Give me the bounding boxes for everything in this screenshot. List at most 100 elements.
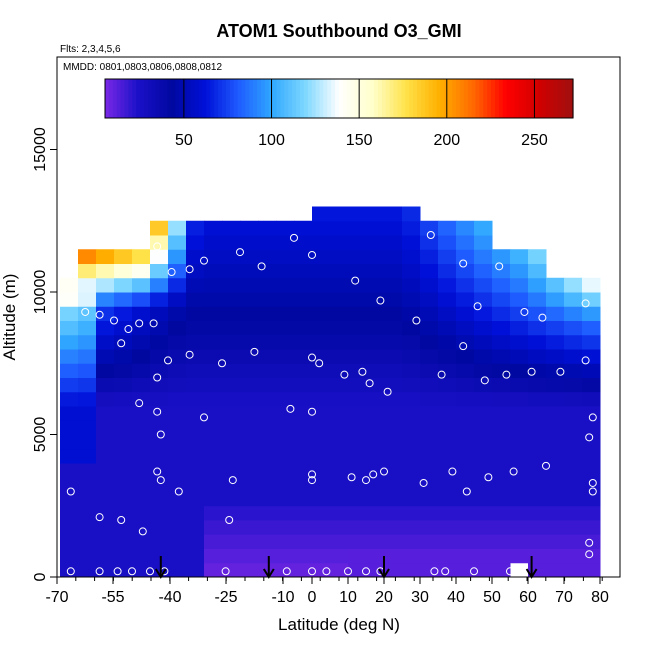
heatmap-cell — [438, 391, 457, 407]
heatmap-cell — [276, 306, 295, 321]
heatmap-cell — [528, 463, 547, 478]
heatmap-cell — [132, 562, 151, 578]
heatmap-cell — [582, 548, 601, 564]
heatmap-cell — [528, 448, 547, 464]
heatmap-cell — [114, 277, 133, 293]
heatmap-cell — [240, 477, 259, 492]
heatmap-cell — [78, 377, 97, 393]
heatmap-cell — [402, 249, 421, 264]
heatmap-cell — [474, 235, 493, 250]
heatmap-cell — [366, 534, 385, 549]
heatmap-cell — [510, 548, 529, 564]
heatmap-cell — [132, 505, 151, 521]
heatmap-cell — [492, 249, 511, 264]
heatmap-cell — [114, 263, 133, 279]
heatmap-cell — [420, 363, 439, 378]
heatmap-cell — [348, 377, 367, 393]
heatmap-cell — [114, 306, 133, 321]
heatmap-cell — [96, 434, 115, 450]
heatmap-cell — [420, 349, 439, 364]
heatmap-cell — [96, 306, 115, 321]
heatmap-cell — [546, 306, 565, 321]
heatmap-cell — [276, 448, 295, 464]
heatmap-cell — [222, 249, 241, 264]
heatmap-cell — [276, 235, 295, 250]
heatmap-cell — [150, 320, 169, 336]
heatmap-cell — [420, 534, 439, 549]
heatmap-cell — [456, 534, 475, 549]
heatmap-cell — [384, 349, 403, 364]
heatmap-cell — [582, 434, 601, 450]
y-tick-label: 10000 — [32, 270, 49, 315]
heatmap-cell — [294, 277, 313, 293]
colorbar-segment — [549, 79, 555, 118]
heatmap-cell — [402, 235, 421, 250]
colorbar-segment — [417, 79, 422, 118]
heatmap-cell — [546, 534, 565, 549]
heatmap-cell — [258, 306, 277, 321]
heatmap-cell — [312, 562, 331, 578]
heatmap-cell — [420, 235, 439, 250]
heatmap-cell — [348, 263, 367, 279]
heatmap-cell — [150, 406, 169, 421]
heatmap-cell — [366, 334, 385, 350]
heatmap-cell — [348, 505, 367, 521]
sample-point — [538, 313, 547, 322]
colorbar-segment — [144, 79, 149, 118]
heatmap-cell — [348, 206, 367, 222]
heatmap-cell — [438, 420, 457, 435]
x-tick-label: 0 — [308, 589, 317, 606]
heatmap-cell — [312, 349, 331, 364]
heatmap-cell — [492, 334, 511, 350]
colorbar-segment — [350, 79, 356, 118]
heatmap-cell — [258, 220, 277, 236]
heatmap-cell — [564, 534, 583, 549]
heatmap-cell — [546, 420, 565, 435]
heatmap-cell — [474, 463, 493, 478]
heatmap-cell — [456, 249, 475, 264]
sample-point — [459, 259, 468, 268]
heatmap-cell — [546, 448, 565, 464]
heatmap-cell — [582, 277, 601, 293]
heatmap-cell — [240, 391, 259, 407]
heatmap-cell — [564, 349, 583, 364]
heatmap-cell — [168, 320, 187, 336]
sample-point — [185, 265, 194, 274]
colorbar-segment — [545, 79, 551, 118]
heatmap-cell — [312, 320, 331, 336]
heatmap-cell — [204, 320, 223, 336]
heatmap-cell — [150, 377, 169, 393]
heatmap-cell — [168, 505, 187, 521]
heatmap-cell — [384, 220, 403, 236]
heatmap-cell — [78, 448, 97, 464]
heatmap-cell — [168, 334, 187, 350]
heatmap-cell — [330, 448, 349, 464]
sample-point — [351, 276, 360, 285]
heatmap-cell — [96, 520, 115, 535]
heatmap-cell — [204, 334, 223, 350]
heatmap-cell — [60, 420, 79, 435]
heatmap-cell — [474, 249, 493, 264]
colorbar-segment — [413, 79, 418, 118]
heatmap-cell — [204, 491, 223, 507]
heatmap-cell — [312, 448, 331, 464]
heatmap-cell — [348, 534, 367, 549]
heatmap-cell — [258, 249, 277, 264]
chart-title: ATOM1 Southbound O3_GMI — [216, 21, 461, 41]
heatmap-cell — [186, 391, 205, 407]
heatmap-cell — [474, 277, 493, 293]
heatmap-cell — [78, 320, 97, 336]
heatmap-cell — [294, 520, 313, 535]
heatmap-cell — [276, 292, 295, 307]
heatmap-cell — [402, 391, 421, 407]
heatmap-cell — [132, 548, 151, 564]
colorbar-segment — [424, 79, 430, 118]
heatmap-cell — [132, 391, 151, 407]
heatmap-cell — [240, 263, 259, 279]
heatmap-cell — [366, 363, 385, 378]
heatmap-cell — [186, 562, 205, 578]
heatmap-cell — [438, 406, 457, 421]
colorbar-segment — [300, 79, 305, 118]
heatmap-cell — [402, 363, 421, 378]
heatmap-cell — [456, 448, 475, 464]
